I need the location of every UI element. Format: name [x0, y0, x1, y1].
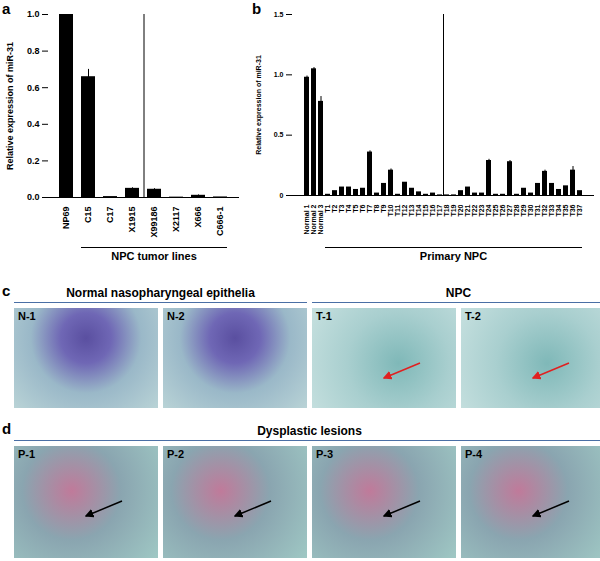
svg-text:T33: T33 — [548, 204, 555, 216]
svg-text:T8: T8 — [373, 204, 380, 212]
html-text:Dysplastic lesions: Dysplastic lesions — [257, 424, 362, 438]
html-text:d: d — [2, 420, 12, 437]
svg-text:T7: T7 — [366, 204, 373, 212]
html-text:a: a — [2, 0, 11, 17]
svg-text:0.5: 0.5 — [274, 131, 284, 138]
html-text:NPC tumor lines: NPC tumor lines — [111, 250, 197, 262]
svg-text:Relative expression of miR-31: Relative expression of miR-31 — [255, 55, 263, 155]
svg-text:Normal 2: Normal 2 — [310, 204, 317, 234]
html-text:NPC: NPC — [445, 286, 472, 300]
svg-text:T21: T21 — [464, 204, 471, 216]
svg-text:X666: X666 — [193, 207, 203, 228]
html-text:P-2: P-2 — [167, 448, 185, 460]
html-text:c: c — [2, 282, 11, 299]
svg-text:C17: C17 — [105, 207, 115, 224]
html-text:T-1: T-1 — [316, 310, 332, 322]
svg-text:T32: T32 — [541, 204, 548, 216]
svg-text:T36: T36 — [569, 204, 576, 216]
svg-text:T25: T25 — [492, 204, 499, 216]
svg-text:T1: T1 — [324, 204, 331, 212]
svg-text:T12: T12 — [401, 204, 408, 216]
svg-text:0.2: 0.2 — [27, 156, 40, 166]
svg-text:T26: T26 — [499, 204, 506, 216]
svg-text:T6: T6 — [359, 204, 366, 212]
svg-text:X2117: X2117 — [171, 207, 181, 233]
svg-text:T31: T31 — [534, 204, 541, 216]
html-text:Primary NPC: Primary NPC — [419, 250, 488, 262]
svg-text:T16: T16 — [429, 204, 436, 216]
html-text:P-3: P-3 — [316, 448, 334, 460]
svg-text:T10: T10 — [387, 204, 394, 216]
svg-text:1.0: 1.0 — [274, 71, 284, 78]
svg-text:T4: T4 — [345, 204, 352, 212]
svg-text:T28: T28 — [513, 204, 520, 216]
svg-text:1.0: 1.0 — [27, 9, 40, 19]
svg-text:T30: T30 — [527, 204, 534, 216]
html-text:b: b — [252, 0, 262, 17]
html-text:P-4: P-4 — [465, 448, 483, 460]
svg-text:T15: T15 — [422, 204, 429, 216]
svg-text:T37: T37 — [576, 204, 583, 216]
html-text:N-1: N-1 — [18, 310, 36, 322]
svg-text:X1915: X1915 — [127, 207, 137, 233]
svg-text:T9: T9 — [380, 204, 387, 212]
svg-text:T14: T14 — [415, 204, 422, 216]
svg-text:T35: T35 — [562, 204, 569, 216]
svg-text:C15: C15 — [83, 207, 93, 224]
svg-text:T27: T27 — [506, 204, 513, 216]
svg-text:T29: T29 — [520, 204, 527, 216]
svg-text:C666-1: C666-1 — [215, 207, 225, 237]
svg-text:T34: T34 — [555, 204, 562, 216]
svg-text:T20: T20 — [457, 204, 464, 216]
html-text:N-2: N-2 — [167, 310, 185, 322]
svg-text:T19: T19 — [450, 204, 457, 216]
html-text:P-1: P-1 — [18, 448, 36, 460]
svg-text:1.5: 1.5 — [274, 11, 284, 18]
svg-text:0.0: 0.0 — [27, 192, 40, 202]
html-text:Normal nasopharyngeal epitheli: Normal nasopharyngeal epithelia — [66, 286, 255, 300]
svg-text:T3: T3 — [338, 204, 345, 212]
svg-text:0.8: 0.8 — [27, 46, 40, 56]
svg-text:0.6: 0.6 — [27, 83, 40, 93]
svg-text:T24: T24 — [485, 204, 492, 216]
svg-text:0.4: 0.4 — [27, 119, 40, 129]
svg-text:T23: T23 — [478, 204, 485, 216]
svg-text:T17: T17 — [436, 204, 443, 216]
svg-text:Normal 3: Normal 3 — [317, 204, 324, 234]
svg-text:T5: T5 — [352, 204, 359, 212]
svg-text:Normal 1: Normal 1 — [303, 204, 310, 234]
svg-text:NP69: NP69 — [61, 207, 71, 230]
svg-text:Relative expression of miR-31: Relative expression of miR-31 — [5, 42, 15, 170]
svg-text:0: 0 — [280, 192, 284, 199]
svg-text:T2: T2 — [331, 204, 338, 212]
svg-text:T18: T18 — [443, 204, 450, 216]
svg-text:X99186: X99186 — [149, 207, 159, 238]
svg-text:T11: T11 — [394, 204, 401, 216]
svg-text:T22: T22 — [471, 204, 478, 216]
html-text:T-2: T-2 — [465, 310, 481, 322]
svg-text:T13: T13 — [408, 204, 415, 216]
